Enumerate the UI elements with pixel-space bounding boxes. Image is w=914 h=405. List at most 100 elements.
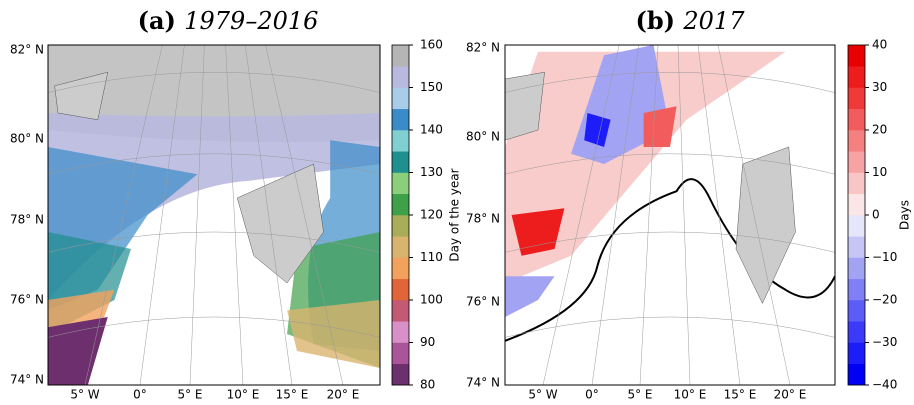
land xyxy=(236,163,324,284)
colorbar-segment xyxy=(392,172,409,195)
colorbar-tick-label: 110 xyxy=(420,250,443,264)
colorbar-segment xyxy=(848,278,865,301)
colorbar-tick-label: 90 xyxy=(420,335,435,349)
graticule xyxy=(84,45,163,385)
colorbar-segment xyxy=(392,300,409,322)
field xyxy=(48,113,380,300)
colorbar-segment xyxy=(848,193,865,216)
lon-label: 10° E xyxy=(227,388,260,402)
field xyxy=(505,276,555,317)
lon-label: 15° E xyxy=(724,388,757,402)
colorbar-tick-label: 40 xyxy=(872,38,887,52)
colorbar-segment xyxy=(848,45,865,67)
lon-label: 20° E xyxy=(327,388,360,402)
colorbar-segment xyxy=(848,172,865,195)
colorbar-label: Day of the year xyxy=(448,168,462,261)
map-frame xyxy=(47,44,381,386)
colorbar-segment xyxy=(848,321,865,343)
colorbar-segment xyxy=(848,130,865,152)
colorbar-segment xyxy=(848,215,865,237)
colorbar-segment xyxy=(392,151,409,173)
colorbar-segment xyxy=(392,363,409,386)
colorbar-tick-label: 20 xyxy=(872,123,887,137)
lon-label: 0° xyxy=(133,388,147,402)
colorbar-segment xyxy=(392,215,409,237)
graticule xyxy=(265,45,344,385)
graticule xyxy=(48,316,380,338)
colorbar-tick-label: −20 xyxy=(872,293,897,307)
graticule xyxy=(639,45,659,385)
lat-label: 80° N xyxy=(10,132,44,146)
colorbar-segment xyxy=(848,363,865,386)
graticule xyxy=(697,45,741,385)
graticule xyxy=(542,45,620,385)
colorbar-tick-label: −30 xyxy=(872,335,897,349)
colorbar-segment xyxy=(848,257,865,280)
lon-label: 15° E xyxy=(276,388,309,402)
lon-label: 10° E xyxy=(674,388,707,402)
colorbar-label: Days xyxy=(898,200,912,230)
colorbar-segment xyxy=(392,108,409,131)
lat-label: 80° N xyxy=(466,130,500,144)
graticule xyxy=(244,45,293,385)
graticule xyxy=(48,231,380,253)
graticule xyxy=(505,72,835,93)
colorbar-segment xyxy=(392,236,409,258)
lat-label: 76° N xyxy=(10,293,44,307)
field xyxy=(511,208,565,256)
coastline xyxy=(505,178,835,342)
title-period: 1979–2016 xyxy=(184,7,318,35)
lat-label: 74° N xyxy=(10,373,44,387)
colorbar-tick-label: 150 xyxy=(420,80,443,94)
colorbar-tick-label: 0 xyxy=(872,208,880,222)
colorbar-segment xyxy=(848,236,865,258)
map xyxy=(505,45,835,385)
colorbar-tick-label: 30 xyxy=(872,80,887,94)
title-label: (b) xyxy=(636,6,684,35)
graticule xyxy=(225,45,244,385)
colorbar-segment xyxy=(848,300,865,322)
lat-label: 76° N xyxy=(466,295,500,309)
lon-label: 5° W xyxy=(528,388,557,402)
colorbar-segment xyxy=(848,151,865,173)
colorbar-segment xyxy=(392,66,409,88)
colorbar-tick-label: 100 xyxy=(420,293,443,307)
field xyxy=(287,300,380,368)
lon-label: 5° W xyxy=(70,388,99,402)
land xyxy=(735,146,796,304)
map-frame xyxy=(504,44,836,386)
colorbar-segment xyxy=(848,66,865,88)
lat-label: 82° N xyxy=(466,41,500,55)
graticule xyxy=(677,45,691,385)
colorbar-segment xyxy=(392,130,409,152)
colorbar-segment xyxy=(848,108,865,131)
map xyxy=(48,45,380,385)
lat-label: 78° N xyxy=(466,212,500,226)
colorbar-segment xyxy=(392,257,409,280)
graticule xyxy=(717,45,791,385)
colorbar-segment xyxy=(392,342,409,365)
colorbar-tick-label: 140 xyxy=(420,123,443,137)
graticule xyxy=(139,45,185,385)
lat-label: 78° N xyxy=(10,213,44,227)
lon-label: 5° E xyxy=(177,388,202,402)
title-label: (a) xyxy=(138,6,185,35)
land xyxy=(505,71,545,141)
land xyxy=(54,71,109,121)
colorbar-segment xyxy=(392,321,409,343)
graticule xyxy=(189,45,205,385)
lon-label: 20° E xyxy=(774,388,807,402)
colorbar-segment xyxy=(392,45,409,67)
panel-title: (a) 1979–2016 xyxy=(138,6,319,35)
graticule xyxy=(48,153,380,175)
colorbar-tick-label: 160 xyxy=(420,38,443,52)
panel-title: (b) 2017 xyxy=(636,6,746,35)
graticule xyxy=(505,231,835,253)
lat-label: 82° N xyxy=(10,43,44,57)
colorbar-segment xyxy=(392,193,409,216)
lat-label: 74° N xyxy=(466,376,500,390)
field xyxy=(643,106,677,147)
graticule xyxy=(505,153,835,175)
colorbar-segment xyxy=(848,342,865,365)
